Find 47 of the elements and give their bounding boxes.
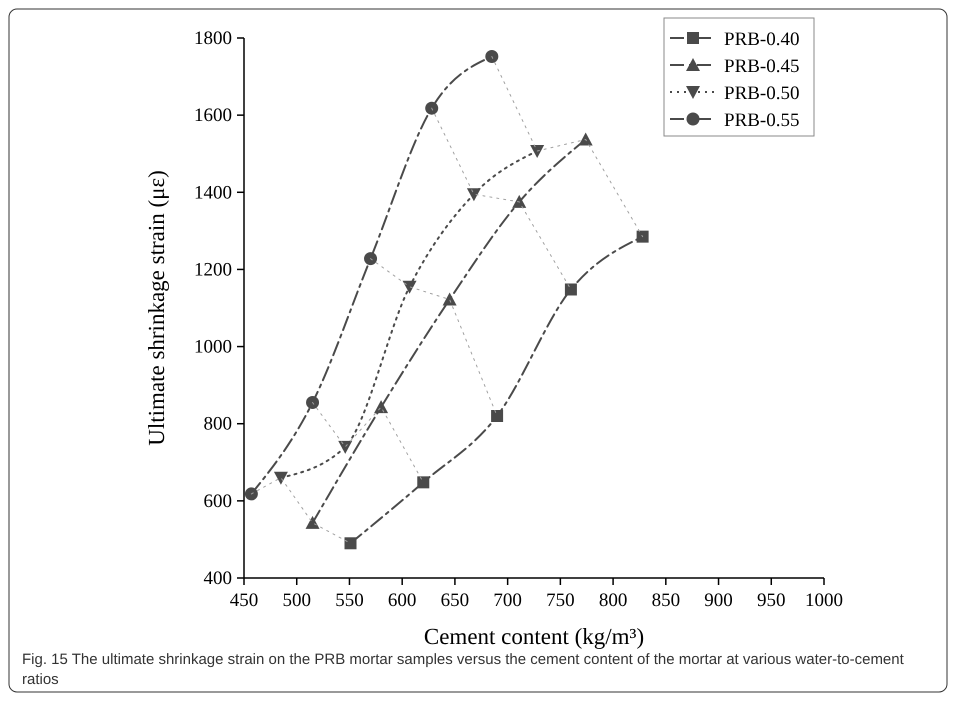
point — [636, 230, 649, 243]
point — [425, 102, 438, 115]
y-tick-label: 1200 — [194, 259, 232, 280]
point — [466, 188, 481, 202]
x-tick-label: 900 — [704, 590, 733, 611]
legend-label: PRB-0.40 — [724, 29, 800, 50]
x-tick-label: 850 — [652, 590, 680, 611]
point — [306, 396, 320, 409]
point — [306, 516, 320, 529]
point — [244, 487, 258, 500]
x-tick-label: 800 — [598, 590, 628, 611]
y-axis-title: Ultimate shrinkage strain (με) — [144, 170, 169, 446]
x-tick-label: 950 — [757, 590, 786, 611]
x-axis-title: Cement content (kg/m³) — [424, 624, 644, 649]
point — [564, 283, 577, 296]
point — [417, 476, 430, 488]
y-tick-label: 1400 — [194, 182, 232, 204]
point — [364, 252, 378, 266]
x-tick-label: 650 — [440, 590, 470, 611]
point — [578, 132, 593, 146]
point — [274, 472, 288, 485]
x-tick-label: 1000 — [805, 590, 843, 611]
y-tick-label: 1000 — [194, 336, 232, 358]
point — [402, 280, 417, 294]
x-tick-label: 750 — [546, 590, 575, 611]
point — [344, 537, 357, 550]
legend-label: PRB-0.50 — [724, 83, 800, 104]
legend-label: PRB-0.45 — [724, 56, 800, 77]
point — [338, 440, 352, 454]
y-tick-label: 600 — [204, 490, 232, 512]
caption: Fig. 15 The ultimate shrinkage strain on the PRB mortar samples versus the cement content of the mortar at various water-to-cement ratios — [22, 650, 905, 690]
legend-label: PRB-0.55 — [724, 110, 800, 131]
point — [530, 145, 544, 158]
point — [442, 292, 457, 306]
point — [491, 410, 504, 422]
x-tick-label: 550 — [335, 590, 364, 611]
x-tick-label: 700 — [493, 590, 522, 611]
point — [485, 50, 498, 64]
y-tick-label: 1600 — [194, 105, 232, 126]
x-tick-label: 450 — [230, 590, 258, 611]
y-tick-label: 800 — [204, 414, 232, 435]
point — [374, 400, 388, 414]
y-tick-label: 400 — [204, 568, 232, 589]
x-tick-label: 600 — [388, 590, 416, 611]
y-tick-label: 1800 — [194, 28, 232, 49]
point — [512, 194, 526, 208]
x-tick-label: 500 — [282, 590, 311, 611]
